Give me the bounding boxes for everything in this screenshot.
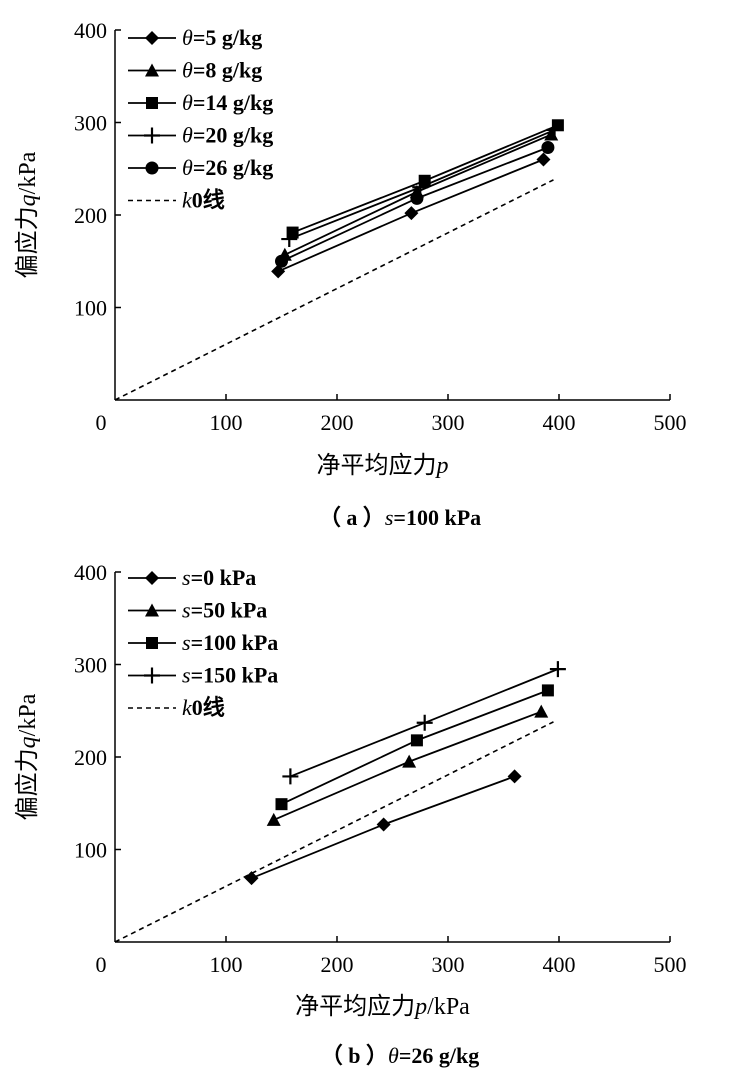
x-tick-label: 0 bbox=[96, 410, 107, 435]
y-tick-label: 300 bbox=[74, 653, 107, 678]
legend-label: s=100 kPa bbox=[182, 630, 278, 655]
y-axis-label: 偏应力q/kPa bbox=[14, 693, 41, 820]
series-3 bbox=[286, 119, 564, 239]
x-tick-label: 400 bbox=[543, 410, 576, 435]
legend-label: θ=14 g/kg bbox=[182, 90, 273, 115]
x-axis-label: 净平均应力p/kPa bbox=[295, 993, 470, 1020]
data-point-plus bbox=[281, 231, 298, 248]
series-line bbox=[281, 689, 549, 805]
data-point-diamond bbox=[271, 264, 286, 279]
data-point-plus bbox=[549, 661, 566, 678]
legend-entry: θ=14 g/kg bbox=[128, 90, 273, 115]
series-6 bbox=[114, 179, 554, 401]
data-point-diamond bbox=[536, 152, 551, 167]
k0-reference-line bbox=[114, 721, 554, 943]
legend-entry: s=0 kPa bbox=[128, 565, 256, 590]
series-1 bbox=[244, 769, 522, 886]
x-tick-label: 0 bbox=[96, 952, 107, 977]
y-axis-label: 偏应力q/kPa bbox=[14, 151, 41, 278]
legend: θ=5 g/kg θ=8 g/kg θ=14 g/kg θ=20 g/kg θ=26 g… bbox=[128, 25, 273, 213]
x-tick-label: 200 bbox=[321, 952, 354, 977]
series-5 bbox=[275, 140, 555, 268]
x-tick-label: 300 bbox=[432, 410, 465, 435]
x-tick-label: 500 bbox=[654, 410, 687, 435]
legend-marker-plus bbox=[144, 127, 160, 144]
data-point-square bbox=[551, 119, 564, 132]
x-tick-label: 300 bbox=[432, 952, 465, 977]
legend-marker-plus bbox=[144, 667, 160, 684]
chart-panel-2: 0 100 200 300 400 500 100 200 300 400 净平均应力p/kPa 偏应… bbox=[14, 560, 687, 1068]
data-point-circle bbox=[275, 254, 288, 268]
legend-label: θ=8 g/kg bbox=[182, 58, 262, 83]
legend-entry: θ=20 g/kg bbox=[128, 123, 273, 148]
legend-marker-square bbox=[146, 97, 158, 109]
legend-marker-diamond bbox=[145, 571, 159, 585]
x-tick-label: 100 bbox=[210, 410, 243, 435]
data-point-plus bbox=[412, 179, 429, 196]
legend-label: k0线 bbox=[182, 188, 225, 213]
legend: s=0 kPa s=50 kPa s=100 kPa s=150 kPa k0线 bbox=[128, 565, 278, 720]
y-tick-label: 400 bbox=[74, 560, 107, 585]
data-point-plus bbox=[416, 714, 433, 731]
x-axis-label: 净平均应力p bbox=[317, 452, 449, 479]
legend-marker-diamond bbox=[145, 31, 159, 45]
series-2 bbox=[266, 704, 549, 826]
legend-entry: k0线 bbox=[128, 188, 225, 213]
data-point-square bbox=[541, 684, 554, 697]
legend-label: θ=20 g/kg bbox=[182, 123, 273, 148]
data-point-diamond bbox=[244, 871, 259, 886]
series-1 bbox=[271, 152, 551, 279]
x-tick-label: 200 bbox=[321, 410, 354, 435]
legend-label: θ=26 g/kg bbox=[182, 155, 273, 180]
legend-label: s=150 kPa bbox=[182, 663, 278, 688]
data-point-circle bbox=[410, 191, 424, 205]
legend-entry: s=50 kPa bbox=[128, 598, 267, 623]
chart-panel-1: 0 100 200 300 400 500 100 200 300 400 净平均应力p 偏应力q/k… bbox=[14, 18, 687, 530]
k0-reference-line bbox=[114, 179, 554, 401]
series-4 bbox=[282, 661, 566, 785]
y-tick-label: 100 bbox=[74, 838, 107, 863]
y-tick-label: 300 bbox=[74, 111, 107, 136]
x-tick-label: 400 bbox=[543, 952, 576, 977]
x-tick-label: 100 bbox=[210, 952, 243, 977]
panel-caption: （ a ）s=100 kPa bbox=[319, 505, 481, 530]
legend-label: k0线 bbox=[182, 695, 225, 720]
y-tick-label: 200 bbox=[74, 745, 107, 770]
x-tick-label: 500 bbox=[654, 952, 687, 977]
panel-caption: （ b ）θ=26 g/kg bbox=[321, 1043, 479, 1068]
series-4 bbox=[281, 121, 563, 248]
data-point-square bbox=[275, 798, 288, 811]
y-tick-label: 200 bbox=[74, 203, 107, 228]
legend-marker-triangle bbox=[145, 603, 159, 617]
series-3 bbox=[275, 684, 554, 811]
y-tick-label: 100 bbox=[74, 296, 107, 321]
legend-marker-circle bbox=[145, 161, 159, 175]
legend-label: θ=5 g/kg bbox=[182, 25, 262, 50]
data-point-plus bbox=[282, 768, 299, 785]
legend-marker-square bbox=[146, 637, 158, 649]
data-point-triangle bbox=[266, 812, 281, 826]
data-point-diamond bbox=[507, 769, 522, 784]
data-point-triangle bbox=[402, 754, 417, 768]
legend-marker-triangle bbox=[145, 63, 159, 77]
legend-entry: θ=5 g/kg bbox=[128, 25, 262, 50]
data-point-triangle bbox=[534, 704, 549, 718]
legend-entry: θ=26 g/kg bbox=[128, 155, 273, 180]
data-point-diamond bbox=[376, 817, 391, 832]
data-point-square bbox=[410, 734, 423, 747]
data-point-circle bbox=[541, 140, 555, 154]
legend-label: s=50 kPa bbox=[182, 598, 267, 623]
y-tick-label: 400 bbox=[74, 18, 107, 43]
data-point-plus bbox=[546, 121, 563, 138]
legend-entry: s=100 kPa bbox=[128, 630, 278, 655]
legend-entry: k0线 bbox=[128, 695, 225, 720]
data-point-diamond bbox=[404, 206, 419, 221]
series-5 bbox=[114, 721, 554, 943]
legend-entry: s=150 kPa bbox=[128, 663, 278, 688]
legend-entry: θ=8 g/kg bbox=[128, 58, 262, 83]
legend-label: s=0 kPa bbox=[182, 565, 256, 590]
